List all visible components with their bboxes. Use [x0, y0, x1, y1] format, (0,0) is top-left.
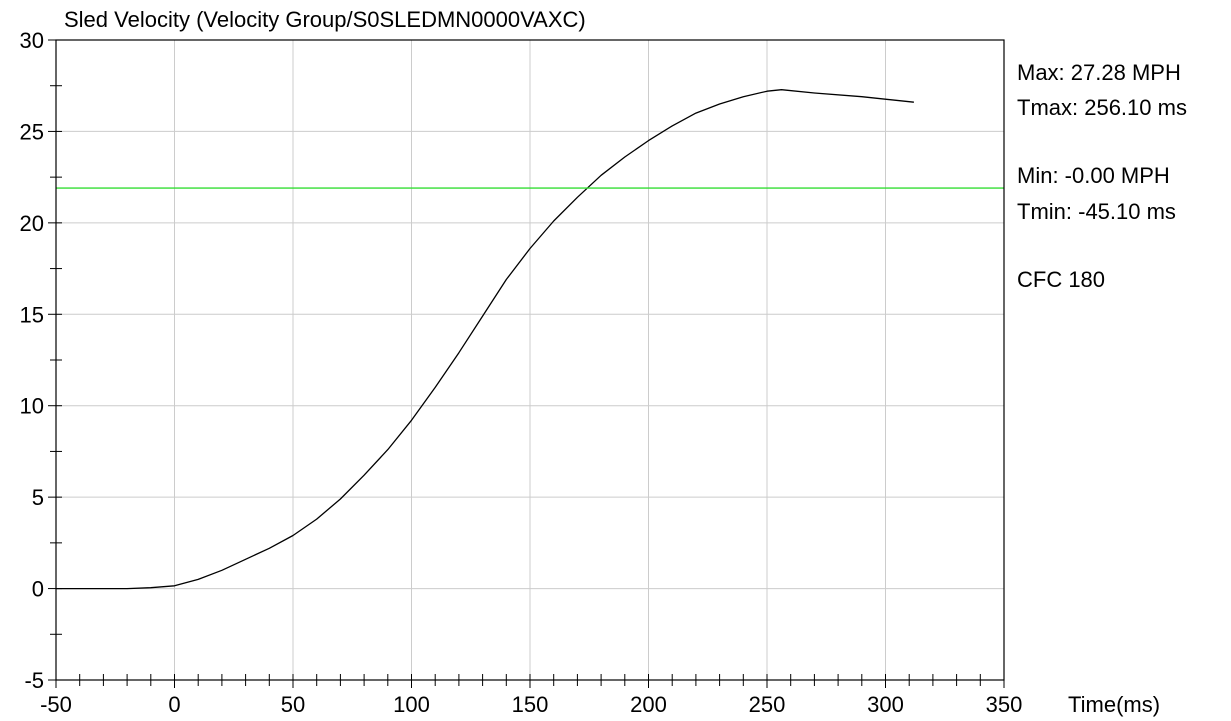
x-tick-label: 50: [281, 692, 305, 717]
min-value: Min: -0.00 MPH: [1017, 163, 1170, 188]
y-tick-label: 30: [20, 28, 44, 53]
tmax-value: Tmax: 256.10 ms: [1017, 95, 1187, 120]
axis-ticks: [48, 39, 1005, 688]
x-tick-label: 150: [512, 692, 549, 717]
x-tick-label: 0: [168, 692, 180, 717]
series-layer: [56, 89, 1004, 590]
grid: [55, 39, 1005, 681]
x-tick-label: 350: [986, 692, 1023, 717]
stats-panel: Max: 27.28 MPH Tmax: 256.10 ms Min: -0.0…: [1017, 60, 1187, 292]
x-axis-label: Time(ms): [1068, 692, 1160, 717]
x-tick-label: 100: [393, 692, 430, 717]
filter-label: CFC 180: [1017, 267, 1105, 292]
chart-title: Sled Velocity (Velocity Group/S0SLEDMN00…: [64, 7, 586, 32]
y-tick-labels: -5 0 5 10 15 20 25 30: [20, 28, 44, 693]
x-tick-labels: -50 0 50 100 150 200 250 300 350: [40, 692, 1022, 717]
x-tick-label: 300: [867, 692, 904, 717]
y-tick-label: 5: [32, 485, 44, 510]
velocity-line: [56, 89, 914, 590]
y-tick-label: -5: [24, 668, 44, 693]
x-tick-label: -50: [40, 692, 72, 717]
y-tick-label: 15: [20, 302, 44, 327]
plot-frame: [55, 39, 1005, 681]
x-tick-label: 200: [630, 692, 667, 717]
y-tick-label: 10: [20, 394, 44, 419]
y-tick-label: 25: [20, 119, 44, 144]
y-tick-label: 0: [32, 577, 44, 602]
tmin-value: Tmin: -45.10 ms: [1017, 199, 1176, 224]
x-tick-label: 250: [749, 692, 786, 717]
y-tick-label: 20: [20, 211, 44, 236]
max-value: Max: 27.28 MPH: [1017, 60, 1181, 85]
